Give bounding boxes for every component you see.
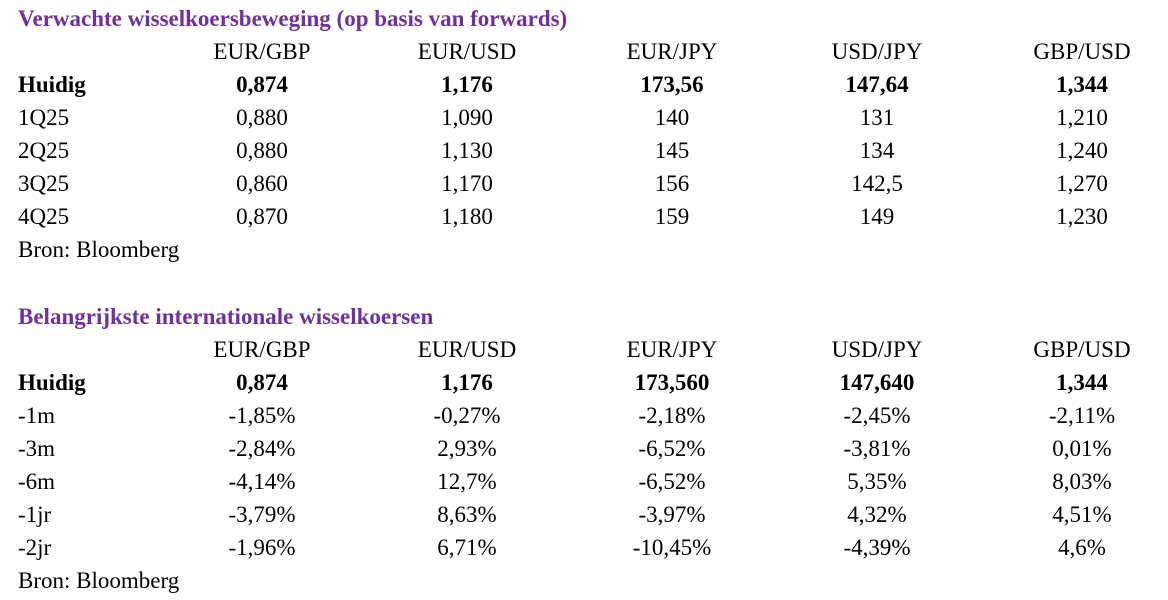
column-header: EUR/GBP <box>213 337 311 362</box>
table-cell: -6,52% <box>638 469 706 494</box>
row-label: Huidig <box>18 370 86 395</box>
table-cell: -4,39% <box>843 535 911 560</box>
row-label: -1m <box>18 403 56 428</box>
table-cell: 173,560 <box>634 370 710 395</box>
row-label: -1jr <box>18 502 52 527</box>
table-cell: -1,85% <box>228 403 296 428</box>
source-note: Bron: Bloomberg <box>18 568 180 593</box>
column-header: EUR/USD <box>417 39 517 64</box>
table-cell: 1,176 <box>441 370 493 395</box>
source-note: Bron: Bloomberg <box>18 237 180 262</box>
table-title: Verwachte wisselkoersbeweging (op basis … <box>18 6 568 31</box>
table-cell: 5,35% <box>847 469 907 494</box>
row-label: -6m <box>18 469 56 494</box>
column-header: USD/JPY <box>831 337 923 362</box>
table-cell: -10,45% <box>632 535 712 560</box>
table-cell: 0,01% <box>1052 436 1112 461</box>
table-cell: 6,71% <box>437 535 497 560</box>
table-cell: 1,344 <box>1056 370 1108 395</box>
table-cell: 12,7% <box>437 469 497 494</box>
table-cell: 1,176 <box>441 72 493 97</box>
table-cell: 0,860 <box>236 171 288 196</box>
column-header: EUR/USD <box>417 337 517 362</box>
table-cell: 159 <box>654 204 690 229</box>
table-cell: 8,03% <box>1052 469 1112 494</box>
row-label: -2jr <box>18 535 52 560</box>
table-cell: 8,63% <box>437 502 497 527</box>
table-cell: 0,880 <box>236 105 288 130</box>
table-cell: 134 <box>859 138 895 163</box>
table-cell: -1,96% <box>228 535 296 560</box>
table-cell: -3,81% <box>843 436 911 461</box>
row-label: 4Q25 <box>18 204 70 229</box>
table-cell: -2,11% <box>1048 403 1116 428</box>
table-cell: 1,170 <box>441 171 493 196</box>
table-cell: -2,45% <box>843 403 911 428</box>
table-cell: 0,880 <box>236 138 288 163</box>
table-cell: 1,130 <box>441 138 493 163</box>
table-cell: 1,270 <box>1056 171 1108 196</box>
table-cell: 4,32% <box>847 502 907 527</box>
table-cell: 4,51% <box>1052 502 1112 527</box>
table-cell: -2,18% <box>638 403 706 428</box>
table-cell: 145 <box>654 138 690 163</box>
table-cell: 1,090 <box>441 105 493 130</box>
table-cell: 4,6% <box>1058 535 1106 560</box>
table-cell: 142,5 <box>851 171 903 196</box>
table-cell: 173,56 <box>640 72 704 97</box>
table-cell: -3,79% <box>228 502 296 527</box>
row-label: 2Q25 <box>18 138 70 163</box>
row-label: 1Q25 <box>18 105 70 130</box>
table-cell: 0,870 <box>236 204 288 229</box>
table-cell: 1,344 <box>1056 72 1108 97</box>
table-cell: -2,84% <box>228 436 296 461</box>
table-title: Belangrijkste internationale wisselkoers… <box>18 304 434 329</box>
table-cell: 2,93% <box>437 436 497 461</box>
table-cell: -6,52% <box>638 436 706 461</box>
row-label: Huidig <box>18 72 86 97</box>
column-header: EUR/JPY <box>626 39 718 64</box>
table-cell: 1,210 <box>1056 105 1108 130</box>
row-label: 3Q25 <box>18 171 70 196</box>
table-cell: 1,240 <box>1056 138 1108 163</box>
column-header: GBP/USD <box>1033 337 1131 362</box>
table-cell: 0,874 <box>236 370 288 395</box>
table-cell: 1,230 <box>1056 204 1108 229</box>
column-header: EUR/JPY <box>626 337 718 362</box>
table-cell: 1,180 <box>441 204 493 229</box>
table-cell: -0,27% <box>433 403 501 428</box>
table-cell: 156 <box>654 171 690 196</box>
column-header: USD/JPY <box>831 39 923 64</box>
table-cell: 131 <box>859 105 895 130</box>
column-header: EUR/GBP <box>213 39 311 64</box>
table-cell: 147,64 <box>845 72 909 97</box>
row-label: -3m <box>18 436 56 461</box>
table-cell: 0,874 <box>236 72 288 97</box>
table-cell: 140 <box>654 105 690 130</box>
table-cell: -4,14% <box>228 469 296 494</box>
table-cell: -3,97% <box>638 502 706 527</box>
table-cell: 147,640 <box>839 370 915 395</box>
column-header: GBP/USD <box>1033 39 1131 64</box>
table-cell: 149 <box>859 204 895 229</box>
